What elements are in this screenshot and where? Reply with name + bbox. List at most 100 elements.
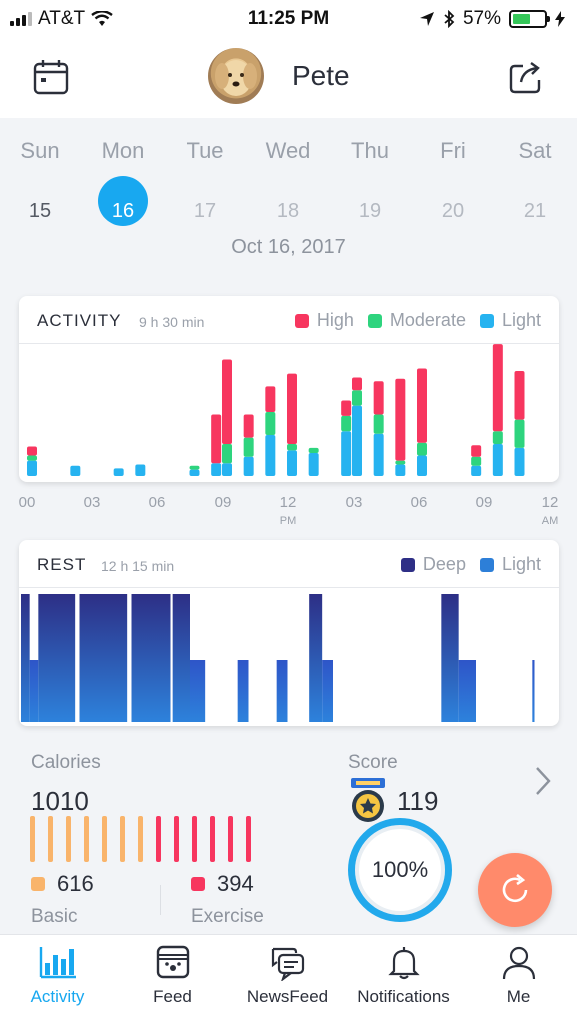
activity-card[interactable]: ACTIVITY 9 h 30 min High Moderate Light (19, 296, 559, 482)
activity-bar-moderate (27, 455, 37, 461)
legend-label: Moderate (389, 310, 466, 330)
activity-bar-moderate (352, 390, 362, 406)
avatar[interactable] (208, 48, 264, 104)
app-header: Pete (0, 38, 577, 118)
basic-tick (102, 816, 107, 862)
rest-title: REST (37, 555, 87, 574)
day-number-text: 18 (276, 200, 300, 222)
activity-title: ACTIVITY (37, 311, 122, 330)
day-tue[interactable]: Tue 17 (170, 138, 240, 236)
score-progress-ring: 100% (348, 818, 452, 922)
axis-ampm: AM (541, 515, 559, 527)
battery-icon (509, 10, 550, 28)
basic-tick (120, 816, 125, 862)
activity-bar-light (70, 465, 81, 476)
activity-bar-moderate (308, 447, 319, 453)
legend-label: Light (501, 310, 541, 330)
chat-bubbles-icon (230, 945, 345, 981)
dog-photo (215, 60, 257, 96)
tab-label: Notifications (357, 987, 450, 1006)
medal-icon (351, 778, 385, 822)
tab-feed[interactable]: Feed (115, 945, 230, 1007)
rest-segment-deep (131, 594, 171, 722)
day-name: Sat (518, 138, 552, 163)
activity-legend-moderate: Moderate (367, 310, 466, 331)
basic-value: 616 (57, 871, 94, 896)
rest-segment-deep (38, 594, 76, 722)
rest-segment-light (276, 660, 288, 722)
refresh-icon (502, 874, 528, 903)
activity-legend-light: Light (479, 310, 541, 331)
activity-bar-light (514, 447, 525, 476)
rest-segment-light (322, 660, 333, 722)
exercise-tick (228, 816, 233, 862)
person-icon (461, 945, 576, 981)
activity-bar-light (395, 464, 406, 476)
axis-tick: 12 PM (268, 494, 308, 527)
activity-bar-light (222, 463, 232, 476)
day-sat[interactable]: Sat 21 (500, 138, 570, 236)
calorie-ticks (30, 816, 251, 862)
basic-tick (48, 816, 53, 862)
location-arrow-icon (419, 12, 434, 26)
day-fri[interactable]: Fri 20 (418, 138, 488, 236)
axis-tick: 06 (148, 494, 166, 511)
calendar-icon[interactable] (32, 58, 70, 96)
status-bar: AT&T 11:25 PM 57% (0, 0, 577, 38)
activity-bar-high (341, 400, 352, 416)
day-name: Sun (20, 138, 60, 163)
activity-bar-light (243, 456, 254, 476)
activity-bar-high (265, 386, 276, 412)
tab-label: Activity (30, 987, 85, 1006)
activity-bar-high (373, 381, 384, 415)
tab-activity[interactable]: Activity (0, 945, 115, 1007)
tab-me[interactable]: Me (461, 945, 576, 1007)
tab-label: Me (506, 987, 531, 1006)
activity-bar-high (352, 377, 362, 391)
rest-card-header: REST 12 h 15 min Deep Light (19, 540, 559, 588)
share-icon[interactable] (507, 58, 545, 96)
rest-card[interactable]: REST 12 h 15 min Deep Light (19, 540, 559, 726)
day-number-text: 16 (111, 200, 135, 222)
activity-bar-moderate (265, 412, 276, 436)
activity-bar-high (27, 446, 37, 456)
basic-label: Basic (31, 906, 78, 927)
day-thu[interactable]: Thu 19 (335, 138, 405, 236)
tab-newsfeed[interactable]: NewsFeed (230, 945, 345, 1007)
day-number: 19 (335, 186, 405, 236)
bell-icon (346, 945, 461, 981)
activity-bar-high (287, 373, 297, 444)
tab-bar: Activity Feed NewsFeed Notifications Me (0, 934, 577, 1024)
legend-swatch (479, 313, 494, 328)
stats-section: Calories 1010 616 Basic 394 Exercise Sco… (0, 740, 577, 935)
score-value: 119 (397, 786, 439, 816)
activity-bar-moderate (373, 414, 384, 434)
basic-tick (84, 816, 89, 862)
rest-duration: 12 h 15 min (101, 558, 175, 574)
day-wed[interactable]: Wed 18 (253, 138, 323, 236)
exercise-tick (156, 816, 161, 862)
chevron-right-icon[interactable] (531, 764, 555, 798)
basic-tick (138, 816, 143, 862)
day-mon[interactable]: Mon 16 (88, 138, 158, 236)
axis-tick: 09 (475, 494, 493, 511)
exercise-calories: 394 (191, 871, 254, 897)
activity-bar-light (27, 460, 37, 476)
rest-segment-light (190, 660, 206, 722)
rest-segment-light (458, 660, 476, 722)
rest-legend-light: Light (479, 554, 541, 575)
activity-bar-moderate (417, 442, 427, 456)
exercise-value: 394 (217, 871, 254, 896)
tab-notifications[interactable]: Notifications (346, 945, 461, 1007)
activity-legend: High Moderate Light (294, 310, 541, 331)
status-right: 57% (419, 8, 565, 30)
rest-legend: Deep Light (400, 554, 541, 575)
exercise-tick (246, 816, 251, 862)
refresh-button[interactable] (478, 853, 552, 927)
calories-label: Calories (31, 752, 101, 773)
activity-bar-moderate (471, 456, 482, 466)
activity-bar-light (287, 450, 297, 476)
activity-bar-light (417, 455, 427, 476)
day-sun[interactable]: Sun 15 (5, 138, 75, 236)
activity-bar-light (492, 444, 503, 476)
